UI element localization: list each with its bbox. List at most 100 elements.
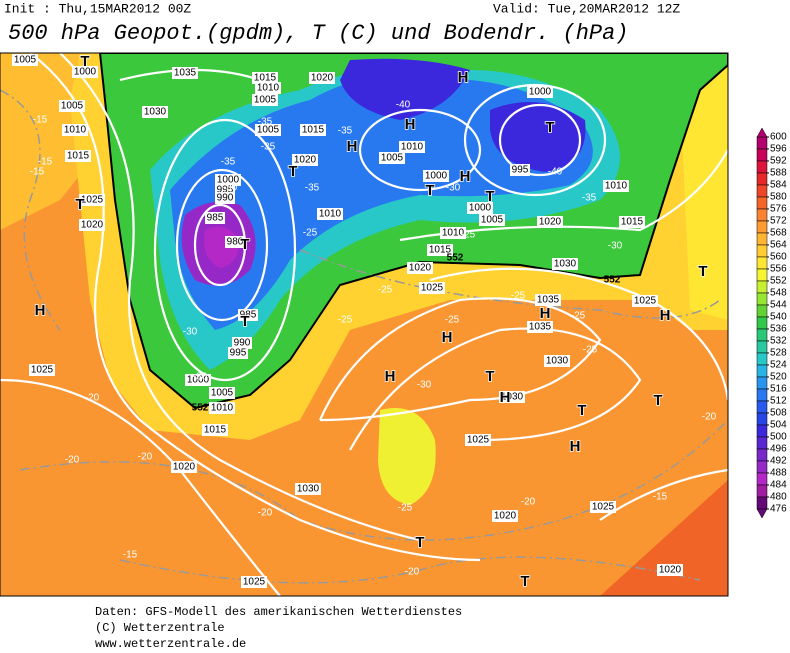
isobar-label: 1015 bbox=[204, 425, 227, 436]
colorbar-label: 592 bbox=[770, 156, 787, 167]
isobar-label-box bbox=[603, 180, 629, 192]
pressure-center: H bbox=[405, 116, 416, 133]
pressure-center: T bbox=[288, 163, 297, 180]
isobar-label: 1000 bbox=[529, 87, 552, 98]
temperature-label: -35 bbox=[305, 183, 320, 194]
isobar-label-box bbox=[619, 216, 645, 228]
isobar-label-box bbox=[317, 208, 343, 220]
isobar-label-box bbox=[292, 154, 318, 166]
isobar-label-box bbox=[499, 391, 525, 403]
isobar-label: 1020 bbox=[494, 511, 517, 522]
geopotential-label: 552 bbox=[192, 403, 209, 414]
colorbar-swatch bbox=[756, 292, 768, 306]
isobar-label: 1020 bbox=[294, 155, 317, 166]
isobar-label-box bbox=[379, 152, 405, 164]
temperature-label: -25 bbox=[461, 230, 476, 241]
isobar-label: 1015 bbox=[67, 151, 90, 162]
colorbar-swatch bbox=[756, 268, 768, 282]
colorbar-swatch bbox=[756, 484, 768, 498]
pressure-center: H bbox=[442, 329, 453, 346]
isobar-label: 1005 bbox=[481, 215, 504, 226]
temperature-label: -20 bbox=[138, 452, 153, 463]
temperature-contours bbox=[0, 89, 728, 584]
isobar-label: 1000 bbox=[217, 175, 240, 186]
isobar-label-box bbox=[238, 309, 258, 321]
isobar-label: 1005 bbox=[61, 101, 84, 112]
isobar-label-box bbox=[467, 202, 493, 214]
isobar-label-box bbox=[295, 483, 321, 495]
colorbar-swatch bbox=[756, 376, 768, 390]
temperature-label: -15 bbox=[30, 167, 45, 178]
colorbar-swatch bbox=[756, 160, 768, 174]
isobar-label: 1005 bbox=[381, 153, 404, 164]
blue-area bbox=[340, 58, 470, 120]
pressure-center: T bbox=[240, 236, 249, 253]
geopotential-label: 552 bbox=[447, 253, 464, 264]
pressure-center: T bbox=[520, 573, 529, 590]
colorbar-label: 568 bbox=[770, 228, 787, 239]
isobar-label-box bbox=[544, 355, 570, 367]
temperature-label: -25 bbox=[445, 315, 460, 326]
colorbar-swatch bbox=[756, 244, 768, 258]
colorbar-swatch bbox=[756, 232, 768, 246]
isobar-label-box bbox=[632, 295, 658, 307]
pressure-center: T bbox=[80, 53, 89, 70]
isobar-label-box bbox=[255, 124, 281, 136]
isobar-label: 1035 bbox=[529, 322, 552, 333]
temperature-label: -35 bbox=[221, 157, 236, 168]
isobar-label-box bbox=[241, 576, 267, 588]
yellow-area bbox=[378, 408, 436, 505]
isobar-label: 1020 bbox=[81, 220, 104, 231]
temperature-label: -15 bbox=[33, 115, 48, 126]
colorbar-label: 580 bbox=[770, 192, 787, 203]
colorbar-label: 544 bbox=[770, 300, 787, 311]
isobar-label-box bbox=[407, 262, 433, 274]
temperature-label: -30 bbox=[446, 183, 461, 194]
temperature-label: -15 bbox=[123, 550, 138, 561]
isobar-label: 1020 bbox=[173, 462, 196, 473]
colorbar-label: 548 bbox=[770, 288, 787, 299]
isobar-label-box bbox=[492, 510, 518, 522]
isobar-label: 1000 bbox=[425, 171, 448, 182]
colorbar-end bbox=[756, 508, 768, 519]
pressure-center: T bbox=[545, 119, 554, 136]
pressure-center: T bbox=[75, 196, 84, 213]
pressure-center: T bbox=[485, 368, 494, 385]
pressure-center: H bbox=[570, 438, 581, 455]
isobar-label-box bbox=[510, 164, 530, 176]
isobar-label-box bbox=[79, 194, 105, 206]
colorbar-label: 572 bbox=[770, 216, 787, 227]
temperature-label: -35 bbox=[582, 193, 597, 204]
isobar-label-box bbox=[72, 66, 98, 78]
colorbar: 6005965925885845805765725685645605565525… bbox=[756, 127, 787, 519]
yellow-area bbox=[680, 60, 728, 320]
isobar-label: 1010 bbox=[211, 403, 234, 414]
isobar-label-box bbox=[419, 282, 445, 294]
isobar-label-box bbox=[228, 347, 248, 359]
temperature-label: -30 bbox=[417, 380, 432, 391]
isobar-label: 1000 bbox=[187, 375, 210, 386]
colorbar-swatch bbox=[756, 472, 768, 486]
temperature-label: -40 bbox=[396, 100, 411, 111]
colorbar-label: 512 bbox=[770, 396, 787, 407]
isobar-label: 1015 bbox=[621, 217, 644, 228]
isobar-label: 1030 bbox=[144, 107, 167, 118]
isobar-label-box bbox=[215, 192, 235, 204]
pressure-center: T bbox=[698, 263, 707, 280]
colorbar-swatch bbox=[756, 172, 768, 186]
isobar-label: 1005 bbox=[14, 55, 37, 66]
isobar-label-box bbox=[427, 244, 453, 256]
isobar-label-box bbox=[479, 214, 505, 226]
isobar-label: 1015 bbox=[429, 245, 452, 256]
colorbar-swatch bbox=[756, 328, 768, 342]
colorbar-swatch bbox=[756, 220, 768, 234]
colorbar-label: 500 bbox=[770, 432, 787, 443]
isobar-label-box bbox=[209, 402, 235, 414]
isobar-label: 1005 bbox=[254, 95, 277, 106]
pressure-center: H bbox=[385, 368, 396, 385]
isobar-label-box bbox=[202, 424, 228, 436]
map-frame bbox=[0, 52, 729, 597]
pressure-center: T bbox=[577, 402, 586, 419]
